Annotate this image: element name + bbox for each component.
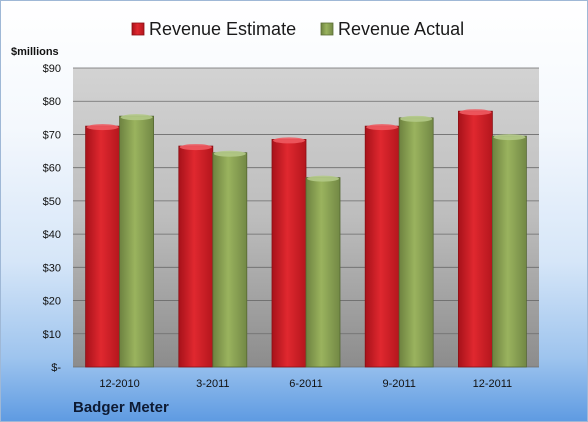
y-tick-label: $40 [43, 229, 61, 241]
bar-actual-6-2011 [305, 175, 341, 368]
bar-actual-12-2010 [119, 114, 154, 368]
y-tick-label: $80 [43, 96, 61, 108]
y-tick-label: $10 [43, 329, 61, 341]
x-category-label: 12-2010 [99, 378, 139, 390]
legend-label-actual: Revenue Actual [338, 19, 464, 39]
y-tick-label: $70 [43, 129, 61, 141]
y-axis-ticks: $- $10 $20 $30 $40 $50 $60 $70 $80 $90 [43, 63, 62, 374]
bar-estimate-12-2010 [85, 124, 120, 368]
company-name: Badger Meter [73, 399, 169, 416]
legend-swatch-estimate [131, 22, 145, 36]
x-category-label: 3-2011 [196, 378, 229, 390]
y-tick-label: $- [51, 362, 61, 374]
bar-actual-9-2011 [398, 115, 434, 368]
bar-estimate-6-2011 [271, 137, 307, 368]
bar-estimate-9-2011 [364, 124, 400, 368]
bar-actual-3-2011 [212, 150, 248, 368]
x-category-label: 6-2011 [289, 378, 322, 390]
bar-actual-12-2011 [491, 134, 527, 368]
legend: Revenue Estimate Revenue Actual [131, 19, 464, 39]
bar-estimate-3-2011 [178, 144, 214, 368]
y-tick-label: $50 [43, 196, 61, 208]
legend-label-estimate: Revenue Estimate [149, 19, 296, 39]
legend-swatch-actual [320, 22, 334, 36]
y-tick-label: $30 [43, 262, 61, 274]
unit-label: $millions [11, 46, 59, 58]
y-tick-label: $60 [43, 163, 61, 175]
x-axis-categories: 12-2010 3-2011 6-2011 9-2011 12-2011 [99, 378, 512, 390]
bars [85, 109, 527, 368]
x-category-label: 9-2011 [382, 378, 415, 390]
bar-estimate-12-2011 [457, 109, 493, 368]
y-tick-label: $20 [43, 296, 61, 308]
x-category-label: 12-2011 [473, 378, 513, 390]
y-tick-label: $90 [43, 63, 61, 75]
